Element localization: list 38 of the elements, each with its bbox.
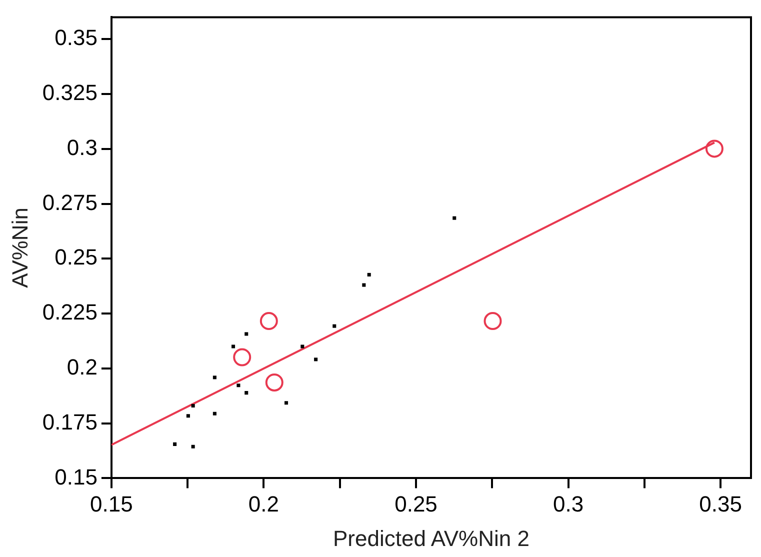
point	[367, 272, 371, 276]
y-tick-label: 0.25	[54, 244, 98, 270]
y-axis-title: AV%Nin	[7, 208, 32, 288]
x-axis-title: Predicted AV%Nin 2	[332, 526, 530, 551]
x-tick-label: 0.2	[248, 491, 280, 516]
x-tick-label: 0.15	[90, 491, 133, 516]
point	[265, 373, 284, 392]
point	[233, 348, 252, 366]
point	[244, 391, 248, 395]
y-tick-label: 0.175	[42, 409, 98, 434]
x-tick-label: 0.3	[552, 491, 584, 516]
point	[484, 312, 502, 330]
y-tick-label: 0.3	[66, 134, 98, 160]
point	[314, 358, 318, 362]
y-tick-label: 0.2	[66, 354, 98, 380]
x-tick-label: 0.25	[394, 491, 438, 516]
y-tick-label: 0.225	[42, 300, 98, 325]
point	[191, 444, 195, 448]
point	[191, 404, 195, 408]
point	[362, 283, 366, 287]
point	[332, 324, 336, 328]
point	[452, 216, 456, 220]
y-tick-label: 0.35	[54, 25, 98, 50]
y-tick-label: 0.325	[42, 80, 98, 106]
point	[705, 140, 724, 158]
point	[300, 344, 304, 348]
y-tick-label: 0.15	[54, 464, 98, 490]
point	[284, 401, 288, 405]
point	[244, 332, 248, 336]
x-tick-label: 0.35	[699, 491, 742, 516]
point	[260, 312, 278, 330]
point	[173, 442, 177, 446]
point	[232, 344, 236, 348]
point	[212, 412, 216, 416]
point	[236, 384, 240, 388]
point	[212, 376, 216, 380]
y-tick-label: 0.275	[42, 190, 98, 215]
point	[186, 414, 190, 418]
